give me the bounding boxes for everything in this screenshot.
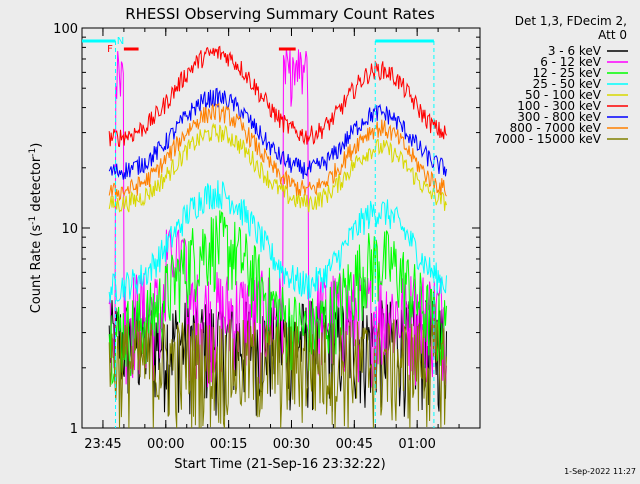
series-line-25-50kev — [108, 180, 447, 304]
y-axis-label-sup: -1 — [28, 216, 38, 225]
legend-label: 25 - 50 keV — [533, 77, 602, 91]
x-tick-label: 23:45 — [84, 437, 121, 452]
series-line-800-7000kev — [108, 102, 447, 202]
y-tick-label: 10 — [61, 222, 78, 237]
y-axis-label-part: Count Rate (s — [29, 225, 44, 314]
legend-label: 12 - 25 keV — [533, 66, 602, 80]
legend-label: 100 - 300 keV — [517, 99, 601, 113]
x-tick-label: 00:00 — [147, 437, 184, 452]
legend-label: 7000 - 15000 keV — [494, 132, 601, 146]
y-axis-label-part: detector — [29, 156, 44, 216]
x-tick-label: 00:15 — [210, 437, 247, 452]
legend-label: 300 - 800 keV — [517, 110, 601, 124]
legend-header-line1: Det 1,3, FDecim 2, — [515, 14, 627, 28]
y-axis-label: Count Rate (s-1 detector-1) — [28, 143, 44, 314]
overlay-layer: FN — [82, 36, 435, 428]
axis-layer: 1 10 100 23:45 00:00 00:15 00:30 00:45 01:00 — [53, 22, 481, 452]
y-axis-label-part: ) — [29, 143, 44, 148]
y-axis-label-sup: -1 — [28, 148, 38, 157]
x-axis-label: Start Time (21-Sep-16 23:32:22) — [174, 457, 385, 472]
series-line-50-100kev — [108, 122, 447, 213]
legend-header-line2: Att 0 — [598, 28, 627, 42]
series-line-100-300kev — [108, 45, 447, 148]
flag-f: F — [107, 44, 113, 55]
series-line-300-800kev — [108, 87, 447, 180]
y-tick-label: 1 — [70, 422, 78, 437]
x-tick-label: 00:45 — [336, 437, 373, 452]
flag-n: N — [117, 36, 124, 47]
data-layer — [108, 45, 447, 429]
chart-title: RHESSI Observing Summary Count Rates — [125, 5, 435, 23]
y-tick-label: 100 — [53, 22, 78, 37]
legend-label: 800 - 7000 keV — [510, 121, 602, 135]
legend-label: 50 - 100 keV — [525, 88, 602, 102]
legend-label: 3 - 6 keV — [548, 44, 602, 58]
x-tick-label: 00:30 — [273, 437, 310, 452]
x-tick-label: 01:00 — [398, 437, 435, 452]
footer-timestamp: 1-Sep-2022 11:27 — [564, 467, 636, 476]
series-line-7000-15000kev — [108, 319, 447, 429]
legend-label: 6 - 12 keV — [540, 55, 602, 69]
